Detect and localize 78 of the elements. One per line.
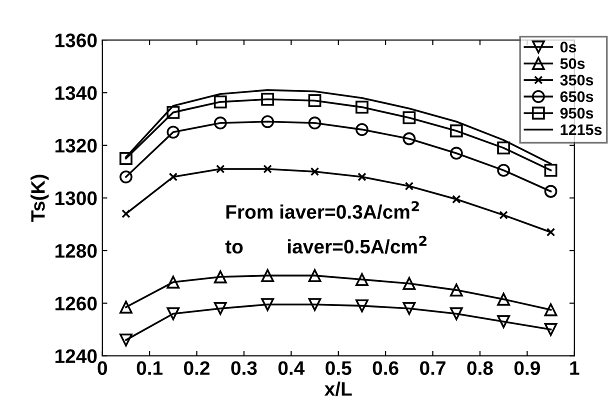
- y-axis-title: Ts(K): [30, 174, 49, 222]
- point: [308, 116, 322, 130]
- x-tick-label: 0.3: [231, 361, 257, 375]
- point: [544, 164, 558, 177]
- point: [308, 269, 322, 282]
- point: [166, 106, 180, 119]
- point: [402, 277, 416, 290]
- point: [358, 172, 366, 182]
- point: [356, 100, 368, 114]
- point: [356, 299, 368, 312]
- point: [310, 167, 320, 176]
- point: [261, 269, 274, 282]
- point: [214, 95, 227, 108]
- legend-label: 1215s: [560, 124, 602, 136]
- x-tick-label: 0.9: [514, 361, 540, 375]
- annotation: to iaver=0.5A/cm$^{2}$: [225, 236, 426, 254]
- y-tick-label: 1260: [55, 296, 97, 310]
- point: [261, 92, 274, 106]
- point: [166, 276, 180, 289]
- x-tick-label: 0.6: [372, 361, 398, 375]
- point: [402, 132, 416, 146]
- point: [168, 172, 178, 182]
- legend-label: 0s: [560, 42, 576, 52]
- point: [216, 164, 225, 174]
- point: [308, 298, 322, 311]
- point: [120, 334, 132, 347]
- y-tick-label: 1320: [55, 138, 97, 153]
- x-tick-label: 0.4: [278, 361, 305, 375]
- y-tick-label: 1280: [55, 244, 97, 258]
- legend-label: 950s: [560, 108, 594, 119]
- point: [450, 284, 463, 297]
- point: [452, 194, 461, 204]
- point: [544, 184, 558, 198]
- x-tick-label: 0.7: [420, 361, 446, 375]
- point: [402, 302, 416, 315]
- point: [166, 307, 180, 320]
- point: [214, 116, 227, 130]
- point: [450, 307, 463, 320]
- point: [497, 164, 510, 177]
- point: [120, 300, 132, 314]
- x-axis-title: x/L: [324, 382, 352, 396]
- point: [356, 273, 368, 286]
- y-tick-label: 1240: [55, 349, 97, 364]
- x-tick-label: 0.5: [326, 361, 352, 375]
- x-tick-label: 0.8: [467, 361, 493, 375]
- x-tick-label: 0: [98, 361, 107, 375]
- point: [214, 270, 227, 284]
- y-tick-label: 1360: [55, 34, 97, 48]
- legend-label: 650s: [560, 91, 594, 102]
- point: [356, 123, 368, 136]
- point: [546, 228, 556, 237]
- point: [450, 124, 463, 138]
- point: [402, 111, 416, 124]
- point: [497, 142, 510, 154]
- point: [263, 164, 272, 174]
- x-tick-label: 0.1: [136, 361, 163, 375]
- point: [120, 152, 132, 165]
- point: [450, 146, 463, 160]
- point: [261, 298, 274, 311]
- x-tick-label: 1: [570, 361, 580, 375]
- point: [308, 94, 322, 108]
- y-tick-label: 1300: [55, 191, 97, 206]
- point: [497, 292, 510, 306]
- point: [120, 170, 132, 184]
- point: [544, 303, 558, 316]
- point: [497, 315, 510, 328]
- point: [214, 302, 227, 315]
- annotation: From iaver=0.3A/cm$^{2}$: [226, 201, 419, 220]
- point: [544, 323, 558, 336]
- point: [166, 126, 180, 139]
- y-tick-label: 1340: [55, 86, 97, 100]
- point: [499, 210, 508, 220]
- point: [261, 115, 274, 128]
- point: [122, 209, 130, 218]
- legend-label: 350s: [560, 74, 594, 86]
- legend-label: 50s: [560, 58, 585, 70]
- x-tick-label: 0.2: [184, 361, 210, 375]
- point: [404, 182, 414, 190]
